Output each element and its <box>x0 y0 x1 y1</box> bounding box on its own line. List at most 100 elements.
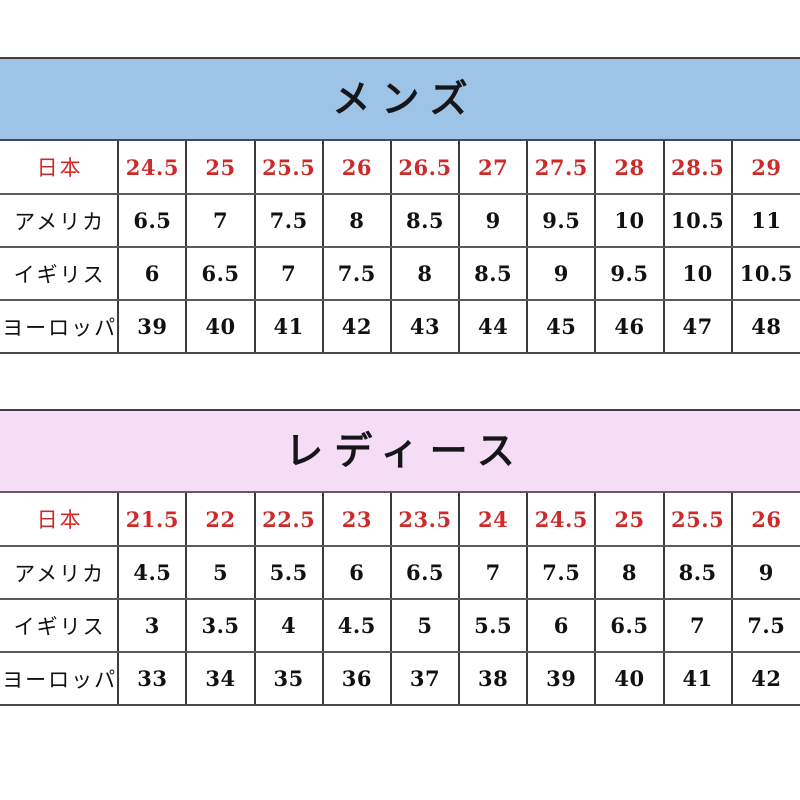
cell-america-8: 10 <box>595 194 665 248</box>
row-label-europe: ヨーロッパ <box>0 300 120 354</box>
cell-japan-2: 22 <box>186 493 256 547</box>
cell-america-7: 9.5 <box>527 194 597 248</box>
cell-japan-8: 25 <box>595 493 665 547</box>
cell-japan-10: 29 <box>731 141 800 195</box>
cell-america-4: 8 <box>322 194 392 248</box>
row-label-europe: ヨーロッパ <box>0 652 120 706</box>
cell-europe-1: 33 <box>118 652 188 706</box>
cell-europe-5: 37 <box>390 652 461 706</box>
cell-uk-5: 8 <box>390 247 461 301</box>
cell-america-2: 5 <box>186 546 256 600</box>
cell-uk-7: 9 <box>527 247 597 301</box>
cell-europe-1: 39 <box>118 300 188 354</box>
cell-america-10: 11 <box>731 194 800 248</box>
cell-europe-9: 41 <box>663 652 733 706</box>
ladies-title: レディース <box>285 428 526 473</box>
cell-uk-2: 6.5 <box>186 247 256 301</box>
row-label-japan: 日本 <box>0 493 120 547</box>
cell-america-8: 8 <box>595 546 665 600</box>
cell-japan-5: 23.5 <box>390 493 461 547</box>
cell-america-9: 10.5 <box>663 194 733 248</box>
cell-america-10: 9 <box>731 546 800 600</box>
cell-europe-3: 41 <box>254 300 324 354</box>
cell-america-9: 8.5 <box>663 546 733 600</box>
cell-america-5: 6.5 <box>390 546 461 600</box>
cell-europe-10: 42 <box>731 652 800 706</box>
cell-uk-9: 7 <box>663 599 733 653</box>
mens-title: メンズ <box>332 76 479 121</box>
cell-japan-4: 23 <box>322 493 392 547</box>
cell-europe-8: 40 <box>595 652 665 706</box>
ladies-size-section: レディース 日本 21.5 22 22.5 23 23.5 24 24.5 25 <box>0 409 800 706</box>
cell-japan-7: 27.5 <box>527 141 597 195</box>
cell-america-6: 7 <box>459 546 529 600</box>
table-row: アメリカ 4.5 5 5.5 6 6.5 7 7.5 8 8.5 9 <box>0 546 800 600</box>
cell-japan-1: 24.5 <box>118 141 188 195</box>
cell-europe-6: 44 <box>459 300 529 354</box>
ladies-title-band: レディース <box>0 409 800 493</box>
cell-uk-2: 3.5 <box>186 599 256 653</box>
table-row: イギリス 3 3.5 4 4.5 5 5.5 6 6.5 7 7.5 <box>0 599 800 653</box>
row-label-uk: イギリス <box>0 247 120 301</box>
cell-america-4: 6 <box>322 546 392 600</box>
cell-uk-4: 4.5 <box>322 599 392 653</box>
cell-japan-2: 25 <box>186 141 256 195</box>
cell-uk-6: 8.5 <box>459 247 529 301</box>
cell-europe-8: 46 <box>595 300 665 354</box>
cell-japan-7: 24.5 <box>527 493 597 547</box>
cell-uk-4: 7.5 <box>322 247 392 301</box>
cell-america-3: 7.5 <box>254 194 324 248</box>
mens-table-body: 日本 24.5 25 25.5 26 26.5 27 27.5 28 28.5 … <box>0 141 800 354</box>
cell-europe-6: 38 <box>459 652 529 706</box>
table-row: ヨーロッパ 39 40 41 42 43 44 45 46 47 48 <box>0 300 800 354</box>
cell-uk-7: 6 <box>527 599 597 653</box>
cell-japan-3: 25.5 <box>254 141 324 195</box>
cell-uk-9: 10 <box>663 247 733 301</box>
mens-size-section: メンズ 日本 24.5 25 25.5 26 26.5 27 27.5 28 <box>0 57 800 354</box>
cell-europe-3: 35 <box>254 652 324 706</box>
row-label-japan: 日本 <box>0 141 120 195</box>
cell-america-6: 9 <box>459 194 529 248</box>
cell-japan-8: 28 <box>595 141 665 195</box>
ladies-size-table: 日本 21.5 22 22.5 23 23.5 24 24.5 25 25.5 … <box>0 493 800 706</box>
mens-size-table: 日本 24.5 25 25.5 26 26.5 27 27.5 28 28.5 … <box>0 141 800 354</box>
row-label-uk: イギリス <box>0 599 120 653</box>
cell-uk-5: 5 <box>390 599 461 653</box>
cell-japan-5: 26.5 <box>390 141 461 195</box>
cell-japan-9: 25.5 <box>663 493 733 547</box>
cell-japan-1: 21.5 <box>118 493 188 547</box>
table-row: 日本 21.5 22 22.5 23 23.5 24 24.5 25 25.5 … <box>0 493 800 547</box>
cell-europe-2: 34 <box>186 652 256 706</box>
cell-america-1: 6.5 <box>118 194 188 248</box>
cell-america-7: 7.5 <box>527 546 597 600</box>
ladies-table-body: 日本 21.5 22 22.5 23 23.5 24 24.5 25 25.5 … <box>0 493 800 706</box>
cell-japan-3: 22.5 <box>254 493 324 547</box>
cell-america-3: 5.5 <box>254 546 324 600</box>
cell-europe-10: 48 <box>731 300 800 354</box>
row-label-america: アメリカ <box>0 546 120 600</box>
cell-japan-10: 26 <box>731 493 800 547</box>
cell-japan-6: 24 <box>459 493 529 547</box>
cell-uk-1: 6 <box>118 247 188 301</box>
cell-uk-10: 10.5 <box>731 247 800 301</box>
cell-america-2: 7 <box>186 194 256 248</box>
cell-europe-5: 43 <box>390 300 461 354</box>
cell-europe-2: 40 <box>186 300 256 354</box>
cell-japan-4: 26 <box>322 141 392 195</box>
cell-japan-6: 27 <box>459 141 529 195</box>
cell-japan-9: 28.5 <box>663 141 733 195</box>
cell-europe-4: 42 <box>322 300 392 354</box>
cell-america-5: 8.5 <box>390 194 461 248</box>
cell-uk-3: 7 <box>254 247 324 301</box>
cell-uk-6: 5.5 <box>459 599 529 653</box>
cell-europe-7: 39 <box>527 652 597 706</box>
cell-uk-8: 6.5 <box>595 599 665 653</box>
cell-america-1: 4.5 <box>118 546 188 600</box>
table-row: 日本 24.5 25 25.5 26 26.5 27 27.5 28 28.5 … <box>0 141 800 195</box>
table-row: アメリカ 6.5 7 7.5 8 8.5 9 9.5 10 10.5 11 <box>0 194 800 248</box>
mens-title-band: メンズ <box>0 57 800 141</box>
table-row: イギリス 6 6.5 7 7.5 8 8.5 9 9.5 10 10.5 <box>0 247 800 301</box>
cell-uk-10: 7.5 <box>731 599 800 653</box>
cell-uk-1: 3 <box>118 599 188 653</box>
